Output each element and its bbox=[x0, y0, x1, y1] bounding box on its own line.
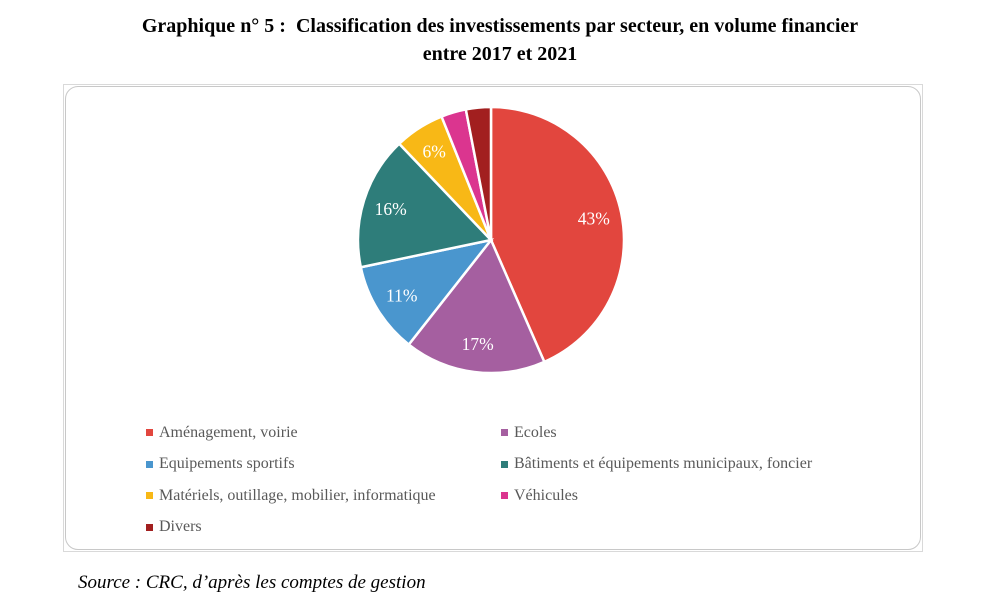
legend-swatch-icon bbox=[501, 429, 508, 437]
legend-label: Aménagement, voirie bbox=[159, 423, 298, 441]
legend-item-1: Ecoles bbox=[501, 424, 812, 442]
source-note: Source : CRC, d’après les comptes de ges… bbox=[78, 572, 426, 593]
legend-swatch-icon bbox=[146, 523, 153, 531]
legend-swatch-icon bbox=[146, 429, 153, 437]
legend-swatch-icon bbox=[501, 460, 508, 468]
legend-item-6: Divers bbox=[146, 518, 501, 536]
legend-label: Equipements sportifs bbox=[159, 455, 295, 473]
pie-slice-6 bbox=[464, 105, 493, 241]
pie-slice-0 bbox=[489, 105, 626, 364]
legend-label: Divers bbox=[159, 518, 202, 536]
pie-slice-3 bbox=[356, 141, 494, 269]
legend-item-4: Matériels, outillage, mobilier, informat… bbox=[146, 487, 501, 505]
legend-item-3: Bâtiments et équipements municipaux, fon… bbox=[501, 455, 812, 473]
legend-label: Bâtiments et équipements municipaux, fon… bbox=[514, 455, 813, 473]
pie-data-label-0: 43% bbox=[578, 209, 610, 229]
legend-swatch-icon bbox=[146, 492, 153, 500]
legend-item-2: Equipements sportifs bbox=[146, 455, 501, 473]
pie-slice-1 bbox=[407, 237, 546, 375]
chart-title: Graphique n° 5 : Classification des inve… bbox=[0, 12, 1000, 68]
chart-title-line2: entre 2017 et 2021 bbox=[422, 43, 578, 65]
pie-slice-2 bbox=[359, 238, 495, 347]
legend-swatch-icon bbox=[146, 460, 153, 468]
legend-item-5: Véhicules bbox=[501, 487, 812, 505]
chart-title-line1: Graphique n° 5 : Classification des inve… bbox=[141, 15, 859, 37]
pie-data-label-2: 11% bbox=[386, 285, 417, 305]
pie-data-label-4: 6% bbox=[423, 142, 446, 162]
pie-chart: 43% 17% 11% 16% 6% bbox=[356, 105, 626, 375]
pie-data-label-3: 16% bbox=[375, 199, 407, 219]
chart-frame: 43% 17% 11% 16% 6% Aménagement, voirie Ecoles… bbox=[63, 84, 923, 552]
legend-item-0: Aménagement, voirie bbox=[146, 424, 501, 442]
legend-label: Véhicules bbox=[514, 486, 578, 504]
chart-legend: Aménagement, voirie Ecoles Equipements spo… bbox=[146, 417, 812, 543]
legend-swatch-icon bbox=[501, 492, 508, 500]
legend-label: Matériels, outillage, mobilier, informat… bbox=[159, 486, 436, 504]
legend-label: Ecoles bbox=[514, 423, 557, 441]
pie-data-label-1: 17% bbox=[462, 334, 494, 354]
